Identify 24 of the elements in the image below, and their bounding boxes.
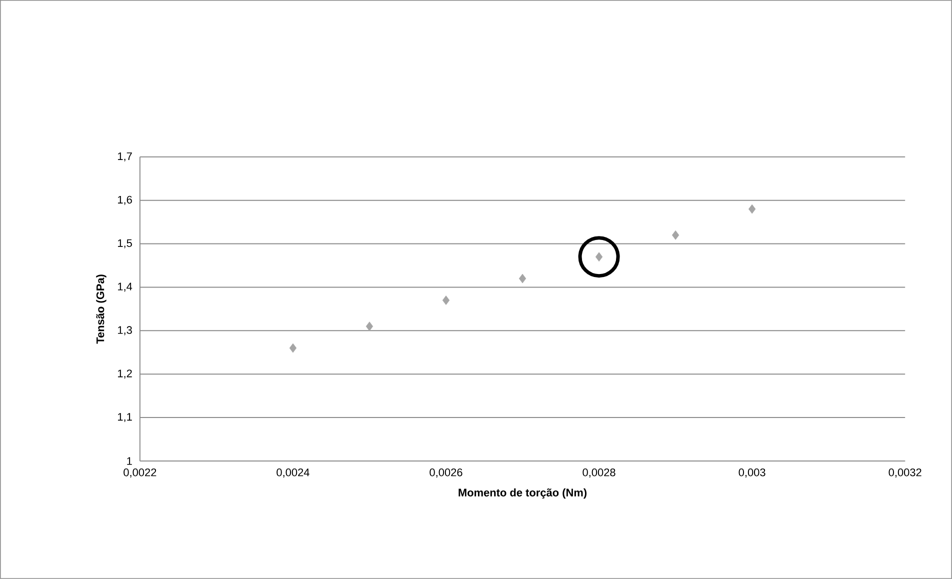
x-tick-label: 0,0024 [276, 468, 310, 478]
point [672, 230, 680, 240]
point [289, 343, 297, 353]
y-axis-title: Tensão (GPa) [96, 274, 106, 344]
y-tick-label: 1,1 [118, 413, 132, 422]
x-tick-label: 0,0028 [582, 468, 616, 478]
x-tick-label: 0,0022 [124, 468, 156, 478]
y-tick-label: 1,2 [118, 370, 132, 379]
point [366, 322, 374, 332]
point [442, 296, 450, 306]
x-axis-title: Momento de torção (Nm) [458, 488, 587, 499]
point [748, 204, 756, 214]
y-tick-label: 1,3 [118, 326, 132, 336]
y-tick-label: 1 [127, 457, 132, 465]
y-tick-label: 1,4 [118, 282, 132, 292]
y-tick-label: 1,6 [118, 196, 132, 205]
x-tick-label: 0,0026 [430, 468, 462, 478]
x-tick-label: 0,003 [738, 468, 766, 478]
point [518, 274, 526, 284]
point [578, 236, 620, 278]
x-tick-label: 0,0032 [888, 468, 922, 478]
y-tick-label: 1,5 [118, 239, 132, 248]
point [595, 252, 603, 262]
y-tick-label: 1,7 [118, 152, 132, 162]
